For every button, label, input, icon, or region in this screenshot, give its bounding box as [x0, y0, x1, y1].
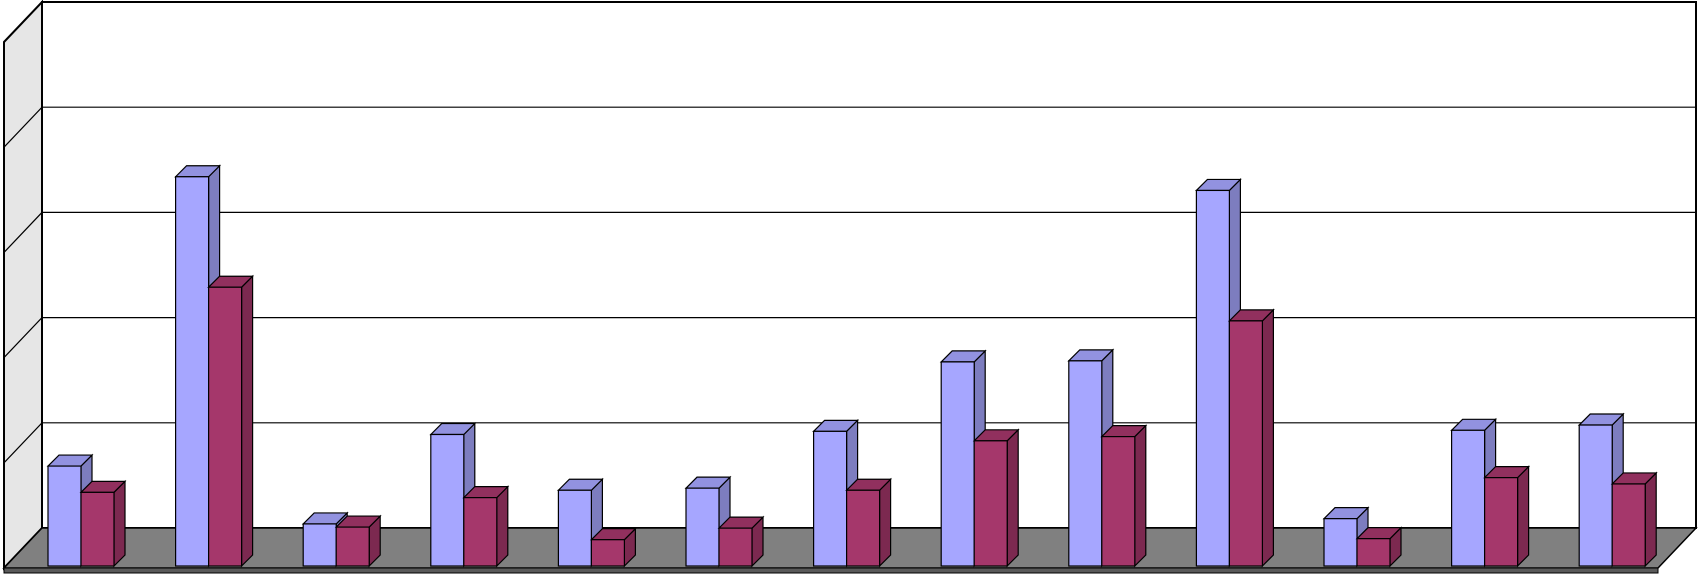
bar-front — [685, 487, 720, 567]
bar-front — [1195, 189, 1231, 567]
bar-side — [1134, 424, 1147, 568]
bar-side — [1516, 465, 1530, 568]
bar-front — [1068, 360, 1103, 567]
gridline — [3, 211, 1696, 253]
bar-side — [1261, 308, 1275, 568]
bar-side — [113, 479, 126, 568]
gridline — [3, 317, 1696, 359]
bar-front — [812, 430, 848, 567]
bar-front — [47, 465, 82, 567]
back-wall — [41, 1, 1697, 529]
bar-front — [557, 489, 593, 567]
gridline — [3, 106, 1696, 148]
bar-front — [208, 286, 243, 567]
bar-front — [718, 527, 753, 567]
bar-front — [1101, 436, 1136, 567]
bar-side — [1006, 428, 1019, 568]
bar-side — [241, 274, 254, 568]
bar-front — [430, 433, 465, 567]
bar-front — [845, 489, 881, 567]
bar-front — [1228, 320, 1264, 567]
bar-front — [335, 526, 370, 567]
bar-front — [463, 497, 498, 567]
bar-front — [973, 440, 1008, 567]
bar-side — [496, 485, 509, 568]
bar-side — [878, 477, 892, 568]
bar-front — [590, 539, 626, 567]
side-wall — [3, 0, 43, 571]
bar-front — [1578, 424, 1613, 567]
bar-front — [1450, 429, 1486, 567]
bar-front — [1356, 538, 1391, 567]
bar-side — [1644, 471, 1657, 568]
gridline — [3, 422, 1696, 464]
bar-front — [940, 361, 975, 567]
floor-edge — [3, 567, 1659, 574]
bar-front — [302, 523, 337, 567]
bar-front — [80, 491, 115, 567]
bar-front — [1323, 518, 1358, 567]
bar-front — [175, 176, 210, 567]
bar-front — [1483, 477, 1519, 567]
bar-front — [1611, 483, 1646, 567]
